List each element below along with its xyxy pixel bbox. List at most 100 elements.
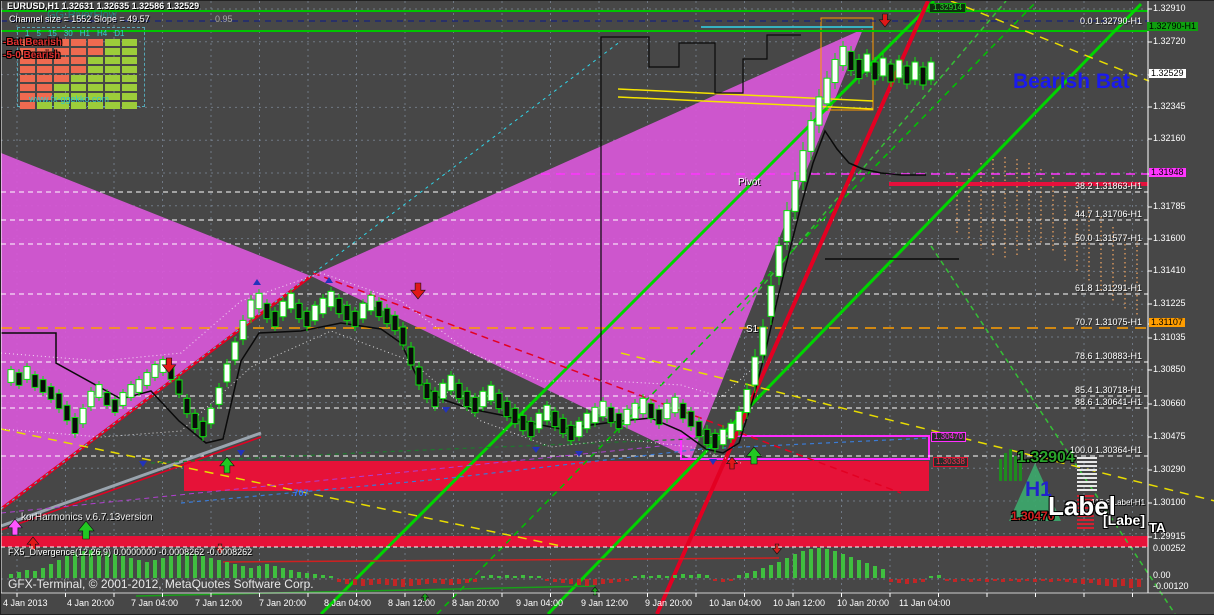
heatmap-cell <box>71 48 86 55</box>
heatmap-cell <box>54 102 69 109</box>
sell-arrow-2 <box>410 282 426 300</box>
heatmap-cell <box>54 66 69 73</box>
fib-level-label: 100.0 1.30364-H1 <box>1069 445 1142 455</box>
hatch-white <box>1077 485 1097 487</box>
hatch-red <box>1077 507 1094 509</box>
price-red-label: 1.30470 <box>1011 509 1055 523</box>
hatch-white <box>1077 469 1097 471</box>
heatmap-header: 1 5 15 30 H1 H4 D1 <box>25 29 124 38</box>
fractal-mark <box>253 279 261 285</box>
price-axis-label: 1.31410 <box>1153 265 1186 275</box>
yellow-line-2[interactable] <box>617 96 874 110</box>
sell-arrow-1 <box>161 357 177 374</box>
red-channel-line[interactable] <box>1 436 262 531</box>
price-channel-box[interactable] <box>680 435 930 460</box>
heatmap-cell <box>71 57 86 64</box>
heatmap-cell <box>71 84 86 91</box>
black-step-line[interactable] <box>600 34 801 415</box>
bottom-stripe[interactable] <box>1 536 1148 547</box>
red-dash-desc[interactable] <box>312 272 902 494</box>
trend-green-b[interactable] <box>546 2 1143 614</box>
buy-arrow-2 <box>219 456 235 474</box>
channel-info-label: Channel size = 1552 Slope = 49.57 <box>9 14 150 24</box>
heatmap-cell <box>37 84 52 91</box>
hatch-red <box>1077 523 1094 525</box>
gray-channel-line[interactable] <box>1 431 262 528</box>
price-tag-channel[interactable]: 1.30470 <box>931 432 966 442</box>
s1-label: S1 <box>746 324 759 335</box>
heatmap-cell <box>37 102 52 109</box>
price-tag-top[interactable]: 1.32914 <box>929 3 966 13</box>
oscillator-axis-label: 0.00 <box>1153 570 1171 580</box>
yellow-dash-3[interactable] <box>620 352 1214 502</box>
price-green-label: 1.32904 <box>1017 449 1075 466</box>
dodger-707-line[interactable] <box>180 437 930 504</box>
hatch-red <box>1077 519 1094 521</box>
trend-green-a[interactable] <box>319 1 936 614</box>
fractal-mark <box>532 447 540 453</box>
heatmap-cell <box>105 93 120 100</box>
price-axis-label: 1.30100 <box>1153 497 1186 507</box>
heatmap-cell <box>37 48 52 55</box>
heatmap-cell <box>54 75 69 82</box>
osc-divergence-red[interactable] <box>222 557 780 563</box>
hatch-white <box>1077 461 1097 463</box>
fractal-mark <box>139 461 147 467</box>
purple-dash-diag[interactable] <box>1 443 682 514</box>
yellow-dash-1[interactable] <box>950 1 1150 82</box>
heatmap-cell <box>54 93 69 100</box>
h1-marker-triangle[interactable] <box>1009 463 1061 521</box>
heatmap-cell <box>20 48 35 55</box>
price-tag-support[interactable]: 1.30338 <box>933 457 968 467</box>
heatmap-cell <box>20 102 35 109</box>
heatmap-cell <box>71 66 86 73</box>
heatmap-cell <box>122 102 137 109</box>
heatmap-cell <box>54 57 69 64</box>
pane-borders <box>1 1 1214 597</box>
red-trend-right[interactable] <box>655 1 930 614</box>
heatmap-cell <box>20 57 35 64</box>
heatmap-cell <box>37 75 52 82</box>
fractal-mark <box>325 277 333 283</box>
green-dash-asc[interactable] <box>740 1 1007 312</box>
osc-divergence-green[interactable] <box>135 585 596 597</box>
pivot-label: Pivot <box>738 177 761 188</box>
heatmap-cell <box>105 66 120 73</box>
oscillator-name-label: FX5_Divergence(12,26,9) 0.0000000 -0.000… <box>8 547 253 557</box>
heatmap-header-item: H1 <box>79 29 90 38</box>
time-axis-label: 10 Jan 20:00 <box>837 598 890 608</box>
fib-level-label: 70.7 1.31075-H1 <box>1074 317 1142 327</box>
heatmap-cell <box>105 84 120 91</box>
big-label-object[interactable]: Label <box>1048 491 1116 521</box>
heatmap-cell <box>20 66 35 73</box>
heatmap-cell <box>88 48 103 55</box>
time-axis-label: 10 Jan 12:00 <box>773 598 826 608</box>
hatch-white <box>1077 473 1097 475</box>
heatmap-cell <box>37 39 52 46</box>
heatmap-cell <box>122 39 137 46</box>
price-axis-label: 1.32720 <box>1153 36 1186 46</box>
fib-level-label: 88.6 1.30641-H1 <box>1074 397 1142 407</box>
heatmap-cell <box>105 39 120 46</box>
heatmap-cell <box>20 75 35 82</box>
green-dash-desc[interactable] <box>930 245 1176 614</box>
heatmap-cell <box>71 39 86 46</box>
korharmonics-version-label: korHarmonics v.6.7.13version <box>21 512 153 523</box>
time-axis-label: 7 Jan 12:00 <box>195 598 243 608</box>
fib-level-label: 0.0 1.32790-H1 <box>1079 16 1142 26</box>
heatmap-cell <box>122 75 137 82</box>
time-axis-label: 4 Jan 2013 <box>3 598 48 608</box>
chart-title-ohlc: EURUSD,H1 1.32631 1.32635 1.32586 1.3252… <box>7 1 200 11</box>
time-axis-label: 8 Jan 12:00 <box>388 598 436 608</box>
small-label-object[interactable]: [Labe] <box>1103 512 1145 528</box>
heatmap-header-item: 5 <box>36 29 41 38</box>
heatmap-cell <box>37 93 52 100</box>
time-axis-label: 7 Jan 20:00 <box>259 598 307 608</box>
heatmap-cell <box>37 66 52 73</box>
fib-level-label: 85.4 1.30718-H1 <box>1074 385 1142 395</box>
heatmap-header-item: 1 <box>25 29 30 38</box>
fractal-mark <box>237 450 245 456</box>
heatmap-cell <box>105 48 120 55</box>
price-axis-label: 1.30660 <box>1153 398 1186 408</box>
pattern-name-label: Bearish Bat <box>1013 70 1130 93</box>
